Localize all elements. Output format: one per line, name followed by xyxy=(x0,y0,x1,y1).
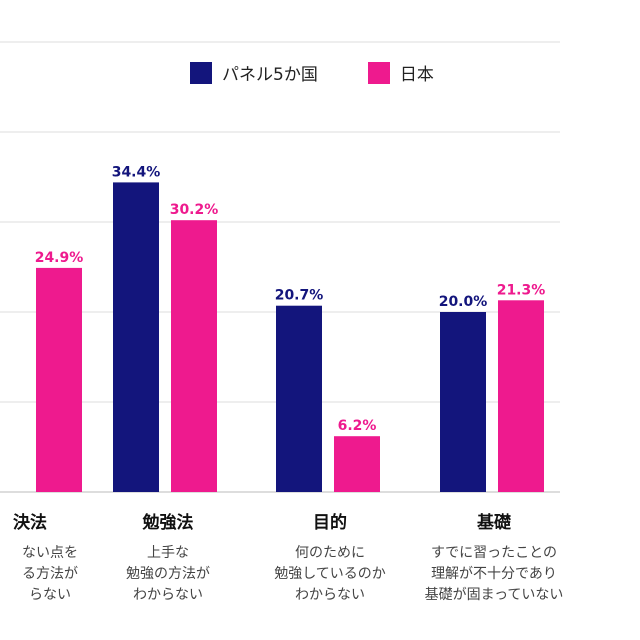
bar-panel5 xyxy=(276,305,322,492)
legend-swatch-panel5 xyxy=(190,61,212,84)
bar-japan xyxy=(171,220,217,492)
legend-label-japan: 日本 xyxy=(399,65,434,85)
data-label: 20.7% xyxy=(275,288,324,304)
data-label: 34.4% xyxy=(112,164,161,180)
bar-japan xyxy=(36,267,82,492)
legend: パネル5か国 日本 xyxy=(190,60,434,85)
category-description: 上手な 勉強の方法が わからない xyxy=(126,545,210,603)
data-label: 6.2% xyxy=(338,418,377,434)
legend-item-panel5: パネル5か国 xyxy=(190,60,318,85)
bar-japan xyxy=(334,436,380,492)
category-description: 何のために 勉強しているのか わからない xyxy=(274,545,386,603)
category-description: ない点を る方法が らない xyxy=(22,545,78,603)
data-label: 24.9% xyxy=(35,250,84,266)
category-0: 決法 ない点を る方法が らない xyxy=(0,508,115,606)
data-label: 20.0% xyxy=(439,294,488,310)
category-title: 目的 xyxy=(313,513,347,533)
category-2: 目的 何のために 勉強しているのか わからない xyxy=(245,508,415,606)
legend-label-panel5: パネル5か国 xyxy=(222,65,318,85)
category-title: 決法 xyxy=(13,513,47,533)
category-3: 基礎 すでに習ったことの 理解が不十分であり 基礎が固まっていない xyxy=(409,508,579,606)
category-1: 勉強法 上手な 勉強の方法が わからない xyxy=(83,508,253,606)
legend-swatch-japan xyxy=(367,61,390,84)
data-label: 30.2% xyxy=(170,202,219,218)
legend-item-japan: 日本 xyxy=(367,60,434,85)
category-title: 基礎 xyxy=(477,513,511,533)
category-description: すでに習ったことの 理解が不十分であり 基礎が固まっていない xyxy=(424,545,564,603)
bar-japan xyxy=(498,300,544,492)
data-label: 21.3% xyxy=(497,282,546,298)
bar-panel5 xyxy=(440,312,486,492)
category-title: 勉強法 xyxy=(142,513,194,533)
bar-panel5 xyxy=(113,182,159,492)
